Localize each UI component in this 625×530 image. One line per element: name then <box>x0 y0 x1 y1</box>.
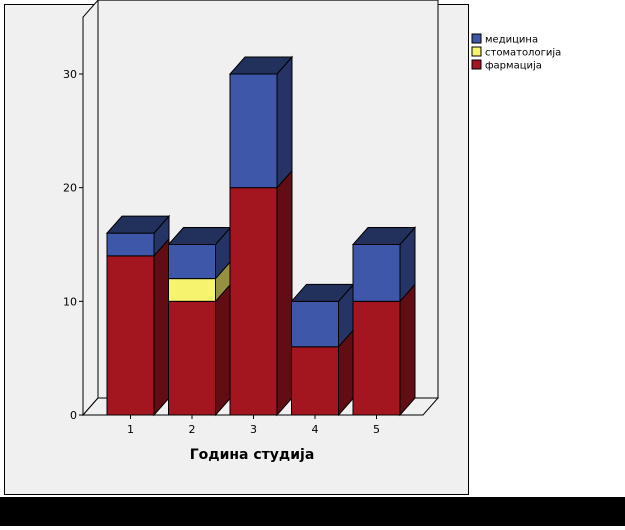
bar-segment <box>352 244 401 302</box>
x-tick-label: 2 <box>189 423 196 436</box>
x-axis: 1 2 3 4 5 <box>127 415 380 436</box>
y-tick-label: 0 <box>70 409 77 422</box>
bar-segment <box>352 300 401 416</box>
legend-label: медицина <box>485 35 538 46</box>
bar-segment <box>168 244 216 280</box>
legend-label: фармација <box>485 60 542 72</box>
legend-swatch <box>471 33 482 44</box>
legend-label: стоматологија <box>485 47 561 59</box>
bar-segment <box>229 73 278 189</box>
bar-top <box>351 227 417 245</box>
y-axis: 0 10 20 30 <box>63 17 84 422</box>
bar-segment-side <box>399 283 416 417</box>
bar-segment-side <box>276 169 293 417</box>
bar-segment <box>291 346 339 416</box>
bar-top <box>228 56 294 75</box>
bar-segment <box>106 255 155 416</box>
bar-top <box>105 215 171 234</box>
y-tick-label: 20 <box>63 182 77 195</box>
bottom-bar <box>0 497 625 526</box>
x-tick-label: 1 <box>127 423 134 436</box>
bar-segment-side <box>276 55 293 189</box>
x-tick-label: 3 <box>250 423 257 436</box>
x-axis-title: Година студија <box>190 447 315 463</box>
legend-swatch <box>471 59 482 70</box>
legend-swatch <box>471 46 482 57</box>
bar-segment <box>168 278 216 302</box>
x-tick-label: 4 <box>312 423 319 436</box>
bar-segment <box>168 300 216 416</box>
bar-segment-side <box>153 237 170 417</box>
y-tick-label: 30 <box>63 68 77 81</box>
bars-group <box>105 55 417 417</box>
side-wall <box>82 0 99 417</box>
bar-segment-side <box>215 283 231 417</box>
bar-segment <box>106 232 155 257</box>
y-tick-label: 10 <box>63 295 77 308</box>
x-tick-label: 5 <box>373 423 380 436</box>
bar-segment <box>291 300 339 348</box>
bar-segment <box>229 187 278 416</box>
